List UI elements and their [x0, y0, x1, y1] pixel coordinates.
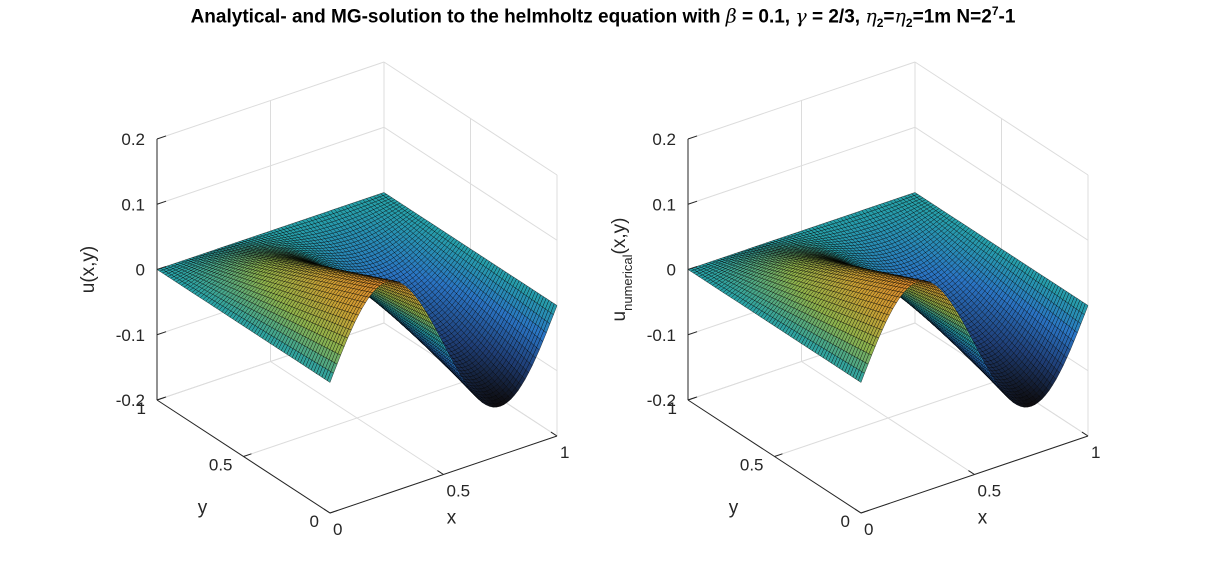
eta-symbol: η — [865, 5, 877, 28]
eta-symbol: η — [894, 5, 906, 28]
x-tick — [437, 470, 444, 475]
z-tick-label: -0.1 — [116, 326, 145, 345]
z-tick-label: -0.2 — [116, 391, 145, 410]
surface-plot-numerical: 00.5100.51-0.2-0.100.10.2xyunumerical(x,… — [609, 61, 1100, 539]
y-tick-label: 0 — [310, 512, 319, 531]
y-tick — [243, 453, 252, 457]
z-tick — [156, 396, 167, 401]
z-tick — [156, 331, 167, 336]
x-tick-label: 0.5 — [447, 482, 471, 501]
x-tick-label: 0 — [333, 520, 342, 539]
y-tick — [329, 509, 339, 514]
surface-mesh — [156, 192, 558, 408]
z-tick-label: 0.2 — [121, 130, 145, 149]
x-tick — [550, 431, 558, 437]
grid-line — [774, 379, 1002, 457]
y-axis-label: y — [198, 498, 208, 519]
z-tick-label: 0.1 — [121, 195, 145, 214]
beta-symbol: β — [725, 5, 737, 28]
gamma-symbol: γ — [795, 5, 807, 28]
x-tick-label: 1 — [560, 443, 569, 462]
figure-title: Analytical- and MG-solution to the helmh… — [190, 4, 1016, 31]
surface-mesh — [687, 192, 1089, 408]
z-tick — [156, 135, 167, 140]
z-tick — [156, 200, 167, 205]
z-tick-label: 0 — [136, 261, 145, 280]
x-tick — [323, 508, 331, 514]
grid-line — [243, 379, 471, 457]
y-tick-label: 0.5 — [209, 456, 233, 475]
x-axis-label: x — [447, 508, 457, 529]
z-axis-label: u(x,y) — [78, 246, 99, 294]
